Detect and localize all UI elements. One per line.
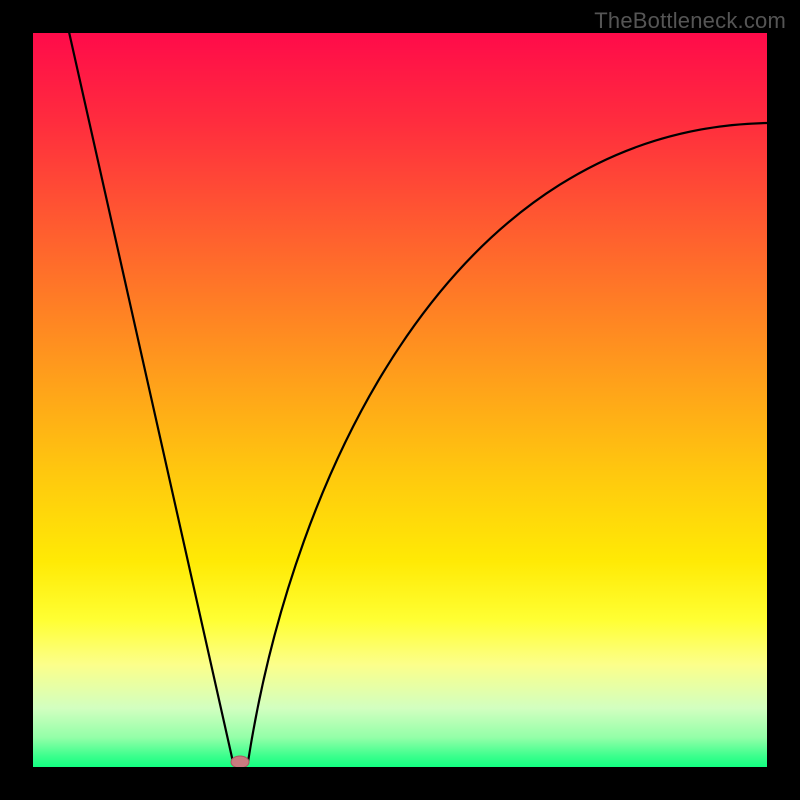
- watermark-text: TheBottleneck.com: [594, 8, 786, 34]
- optimal-point-marker: [231, 756, 249, 767]
- chart-frame: TheBottleneck.com: [0, 0, 800, 800]
- bottleneck-curve: [33, 33, 767, 767]
- plot-area: [33, 33, 767, 767]
